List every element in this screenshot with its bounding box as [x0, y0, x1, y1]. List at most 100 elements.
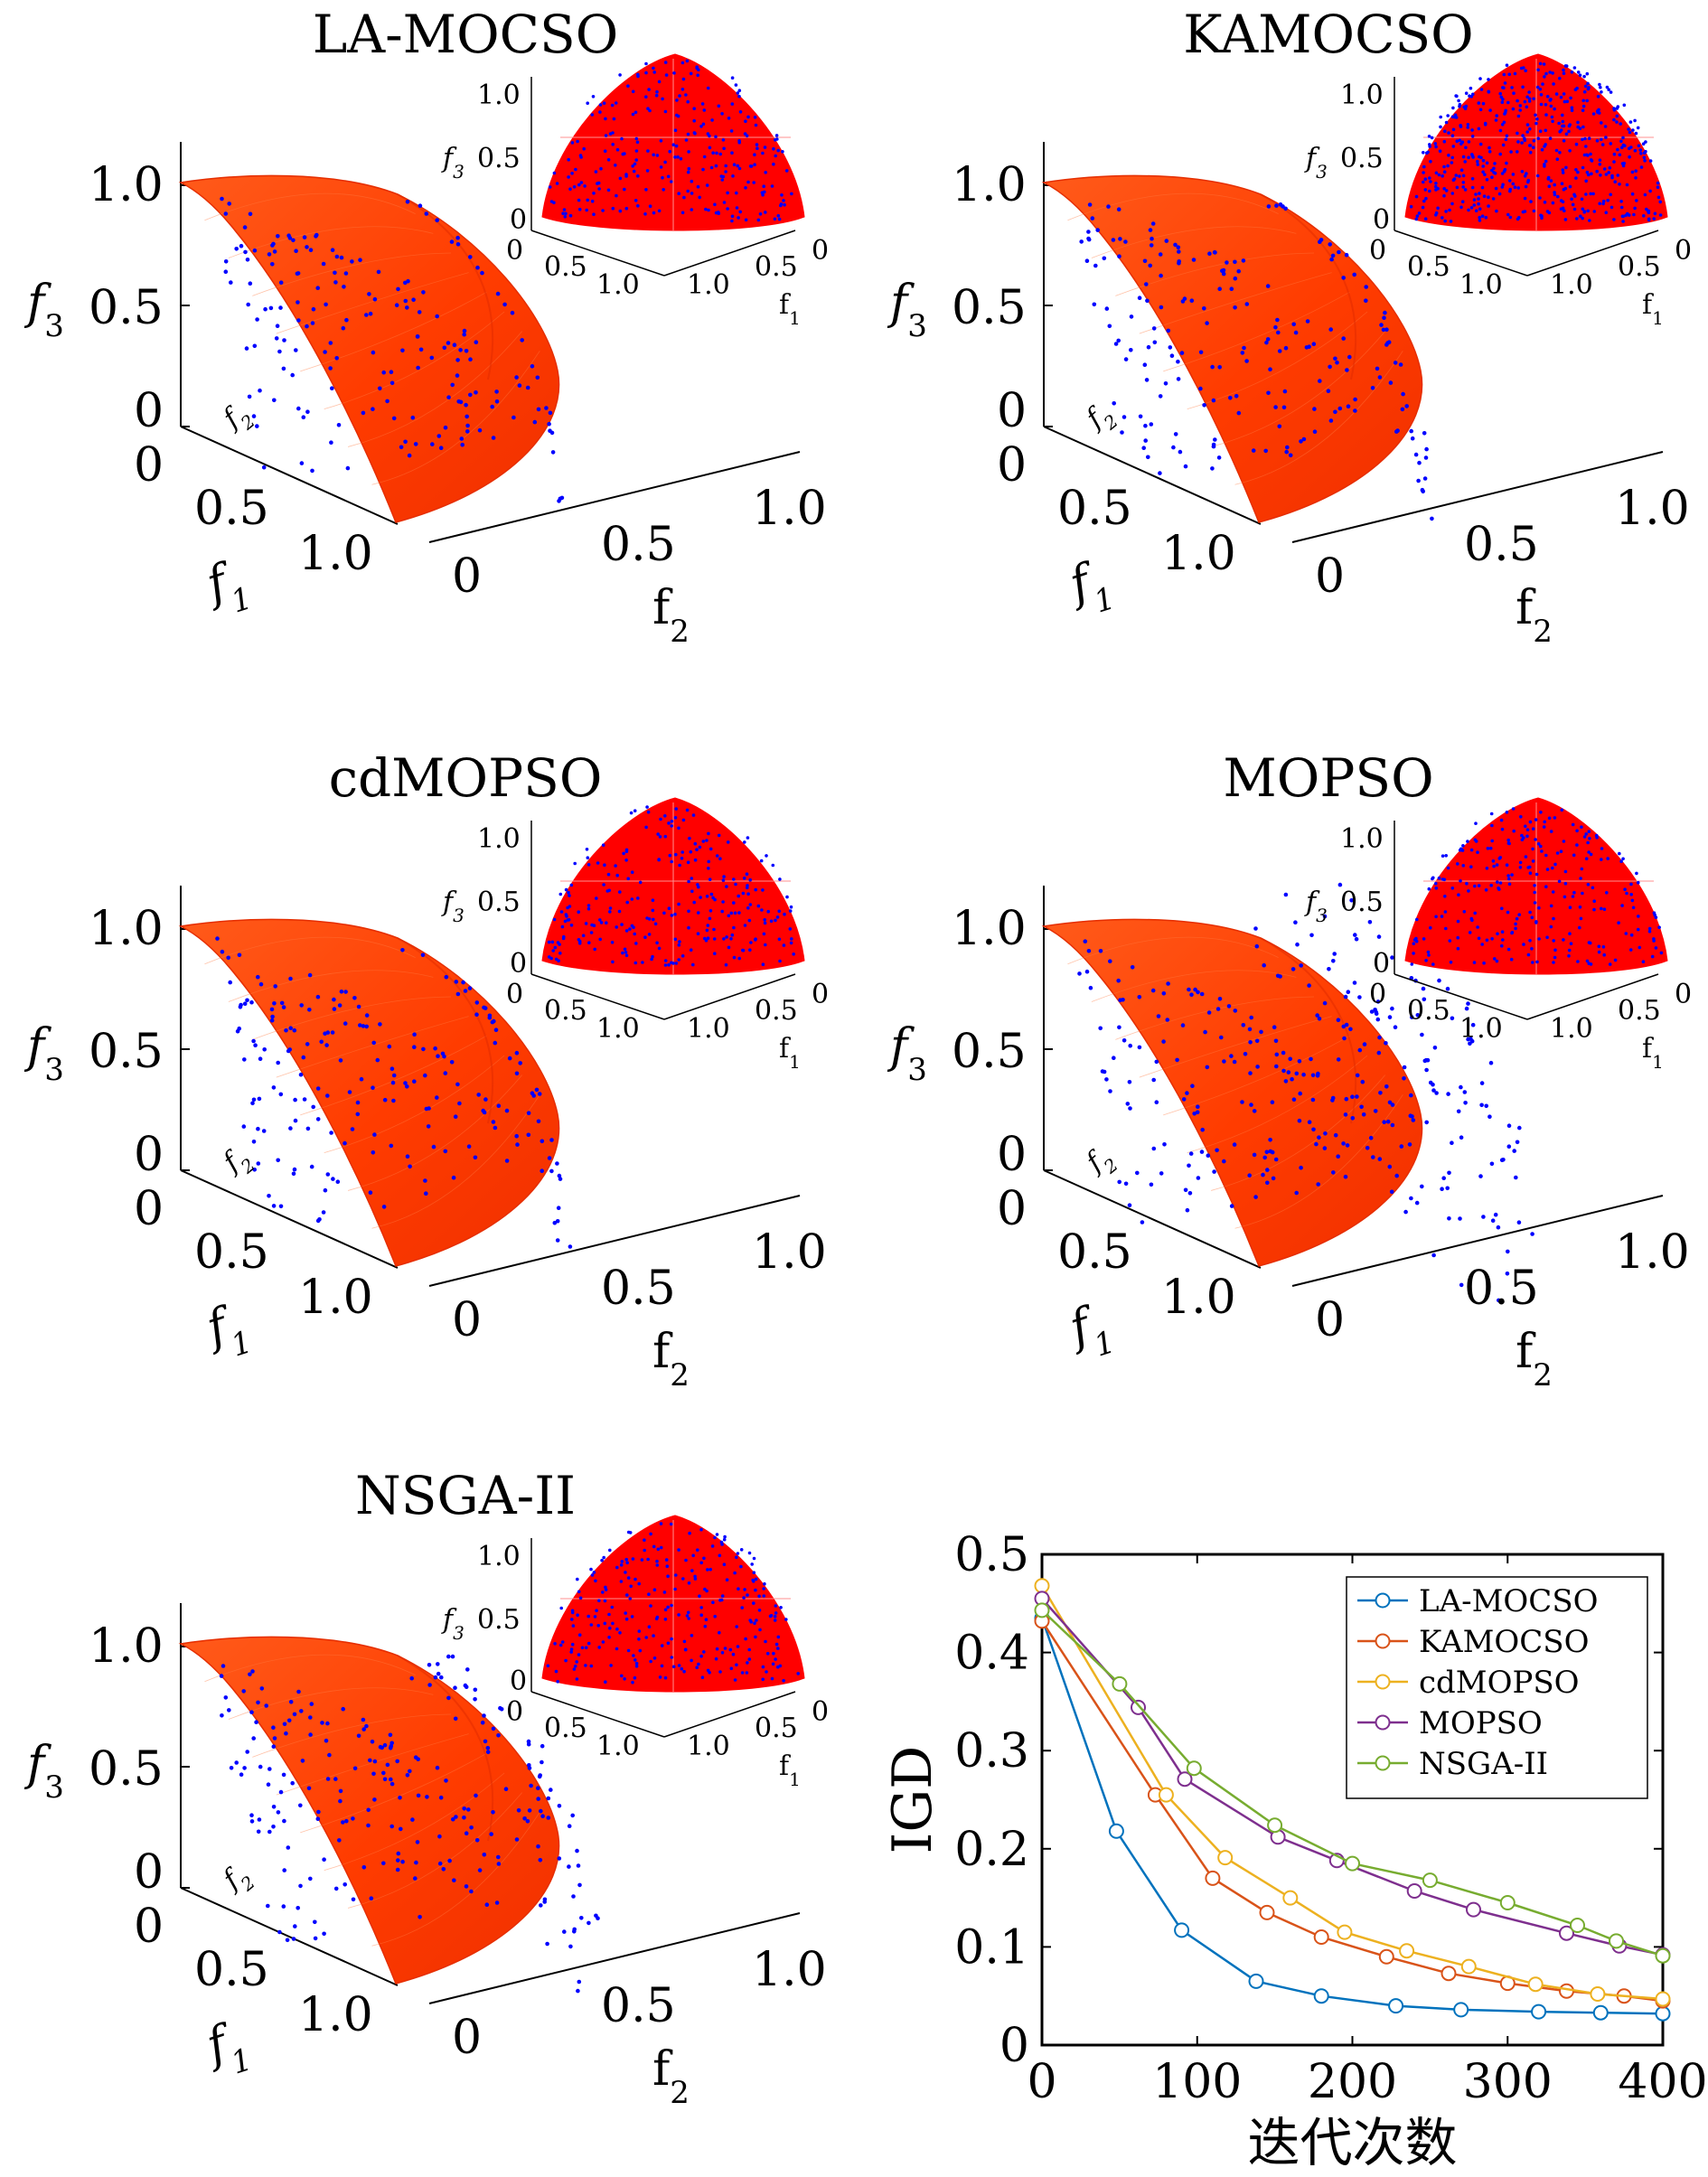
solution-point	[366, 1823, 371, 1828]
solution-point	[483, 1006, 488, 1010]
solution-point	[1213, 437, 1217, 442]
inset-solution-point	[1547, 184, 1552, 188]
series-marker	[1499, 1895, 1516, 1910]
inset-solution-point	[1446, 866, 1450, 870]
inset-solution-point	[713, 897, 717, 902]
solution-point	[545, 1941, 549, 1947]
series-marker	[1655, 1947, 1671, 1964]
inset-solution-point	[587, 1641, 591, 1646]
solution-point	[1181, 1097, 1187, 1102]
solution-point	[444, 1778, 448, 1783]
solution-point	[1415, 1013, 1421, 1018]
inset-solution-point	[726, 191, 729, 195]
inset-solution-point	[1604, 211, 1609, 214]
inset-solution-point	[652, 1634, 655, 1637]
solution-point	[1469, 1037, 1473, 1041]
solution-point	[1479, 1081, 1485, 1085]
solution-point	[227, 1708, 231, 1713]
inset-solution-point	[691, 1553, 695, 1558]
solution-point	[1383, 310, 1387, 315]
inset-solution-point	[1621, 220, 1625, 223]
solution-point	[229, 280, 233, 285]
series-marker	[1531, 2003, 1547, 2020]
f1-axis-subscript: 1	[227, 1324, 257, 1365]
f1-axis-subscript: 1	[227, 580, 257, 621]
inset-solution-point	[1572, 207, 1577, 211]
solution-point	[389, 1777, 393, 1782]
solution-point	[1281, 1068, 1286, 1074]
inset-solution-point	[1528, 820, 1533, 824]
inset-solution-point	[1589, 152, 1592, 156]
solution-point	[1116, 978, 1121, 983]
inset-solution-point	[1618, 851, 1621, 856]
inset-solution-point	[646, 107, 650, 110]
inset-solution-point	[1434, 182, 1438, 185]
solution-point	[271, 1204, 277, 1208]
inset-solution-point	[1612, 218, 1616, 221]
solution-point	[248, 1672, 252, 1677]
solution-point	[1378, 1091, 1383, 1095]
inset-solution-point	[1491, 197, 1496, 201]
inset-solution-point	[614, 101, 618, 105]
inset-solution-point	[1464, 145, 1468, 150]
f3-tick-label: 0	[134, 384, 164, 438]
solution-point	[391, 1098, 396, 1103]
inset-f3-tick-label: 0	[510, 1666, 527, 1697]
solution-point	[1242, 345, 1246, 351]
solution-point	[396, 1858, 400, 1863]
inset-solution-point	[597, 1599, 601, 1602]
inset-solution-point	[1440, 915, 1444, 918]
inset-solution-point	[788, 909, 793, 913]
solution-point	[1422, 476, 1428, 481]
inset-solution-point	[1488, 108, 1492, 112]
inset-solution-point	[753, 116, 757, 119]
solution-point	[1084, 969, 1090, 974]
f2-tick-label: 0	[1315, 1293, 1345, 1347]
inset-solution-point	[637, 1637, 641, 1641]
solution-point	[372, 296, 378, 302]
inset-solution-point	[556, 1680, 559, 1684]
solution-point	[329, 440, 333, 446]
solution-point	[239, 1772, 244, 1777]
solution-point	[494, 389, 499, 394]
inset-solution-point	[1656, 195, 1661, 200]
x-axis-label: 迭代次数	[1247, 2112, 1457, 2173]
inset-solution-point	[1581, 104, 1586, 108]
solution-point	[356, 1004, 361, 1009]
inset-solution-point	[743, 924, 747, 927]
inset-solution-point	[711, 151, 715, 155]
inset-solution-point	[589, 1664, 594, 1668]
f1-axis-label: f1	[197, 1293, 257, 1371]
surface-shade	[397, 193, 494, 380]
inset-f2-tick-label: 0	[506, 235, 523, 267]
inset-solution-point	[633, 199, 638, 202]
inset-solution-point	[1584, 145, 1588, 148]
inset-solution-point	[1434, 145, 1438, 149]
inset-solution-point	[584, 1664, 587, 1667]
solution-point	[1341, 276, 1346, 280]
inset-solution-point	[1511, 173, 1516, 176]
inset-solution-point	[1608, 962, 1612, 966]
inset-solution-point	[1476, 159, 1479, 164]
inset-solution-point	[732, 877, 736, 881]
solution-point	[438, 446, 444, 451]
solution-point	[1345, 1143, 1350, 1148]
inset-solution-point	[1609, 142, 1613, 145]
inset-solution-point	[1505, 161, 1508, 165]
inset-solution-point	[752, 1571, 756, 1574]
inset-solution-point	[752, 1556, 756, 1561]
inset-solution-point	[1581, 99, 1585, 103]
solution-point	[496, 1854, 501, 1860]
inset-solution-point	[1642, 214, 1646, 218]
f2-axis-line	[428, 1195, 801, 1287]
solution-point	[1437, 978, 1441, 983]
inset-solution-point	[1597, 111, 1601, 115]
inset-solution-point	[1471, 92, 1475, 97]
solution-point	[288, 1700, 294, 1704]
solution-point	[1400, 407, 1405, 412]
solution-point	[1365, 1146, 1370, 1150]
inset-solution-point	[705, 928, 709, 933]
inset-solution-point	[1535, 85, 1540, 89]
inset-solution-point	[568, 213, 573, 218]
inset-solution-point	[1600, 847, 1604, 850]
